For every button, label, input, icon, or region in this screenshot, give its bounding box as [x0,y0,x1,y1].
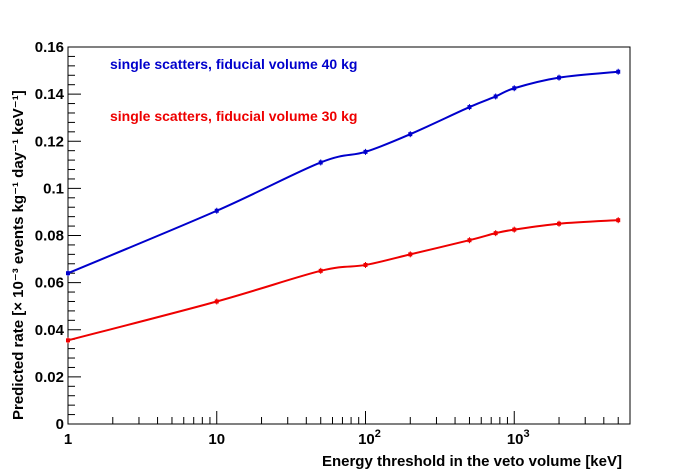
data-point [557,221,562,226]
plot-frame-rect [67,46,631,425]
series-0 [66,68,621,277]
data-point [363,262,368,267]
x-tick-label: 10 [208,431,225,448]
data-point [512,227,517,232]
x-tick-label: 102 [358,428,381,448]
x-tick-label: 103 [507,428,530,448]
x-tick-exponent: 3 [524,428,530,440]
data-point [318,268,323,273]
data-point [512,86,517,91]
data-point [214,208,219,213]
data-point [66,271,70,276]
x-tick-base: 10 [507,431,524,448]
y-tick-label: 0.08 [35,228,64,245]
data-point [66,338,70,343]
data-point [214,299,219,304]
data-point [616,218,621,223]
data-point [408,252,413,257]
series-line [67,70,619,275]
data-point [408,132,413,137]
y-axis: 0 0.02 0.04 0.06 0.08 0.1 0.12 0.14 0.16 [35,39,81,433]
x-axis: 1 10 102 103 [64,411,631,448]
y-tick-label: 0.02 [35,369,64,386]
x-tick-base: 1 [64,431,72,448]
data-point [493,94,498,99]
data-point [616,69,621,74]
y-tick-label: 0.12 [35,133,64,150]
y-tick-label: 0.16 [35,39,64,56]
series-1 [66,217,621,344]
y-axis-title: Predicted rate [× 10⁻³ events kg⁻¹ day⁻¹… [10,90,27,420]
x-tick-base: 10 [358,431,375,448]
data-point [493,231,498,236]
legend: single scatters, fiducial volume 40 kg s… [110,56,357,124]
y-tick-label: 0.06 [35,275,64,292]
data-point [557,75,562,80]
y-tick-label: 0.04 [35,322,65,339]
plot-frame [67,46,631,425]
y-tick-label: 0.14 [35,86,65,103]
y-tick-label: 0.1 [43,180,64,197]
x-tick-base: 10 [208,431,225,448]
data-point [467,105,472,110]
data-point [363,149,368,154]
data-point [467,238,472,243]
x-tick-exponent: 2 [375,428,381,440]
y-tick-label: 0 [56,416,64,433]
series-group [66,68,621,344]
x-axis-title: Energy threshold in the veto volume [keV… [322,453,622,470]
legend-entry-40kg: single scatters, fiducial volume 40 kg [110,56,357,72]
legend-entry-30kg: single scatters, fiducial volume 30 kg [110,108,357,124]
data-point [318,160,323,165]
x-tick-label: 1 [64,431,72,448]
